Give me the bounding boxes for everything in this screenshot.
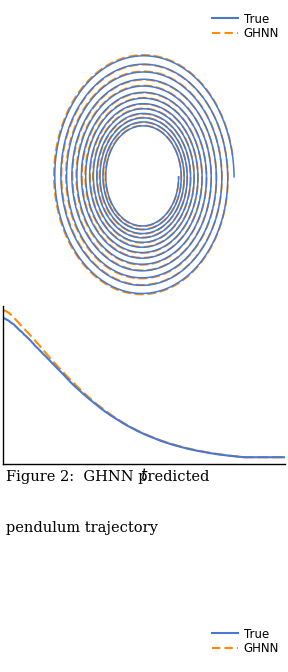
X-axis label: $t$: $t$	[140, 467, 148, 483]
Legend: True, GHNN: True, GHNN	[212, 628, 279, 655]
Legend: True, GHNN: True, GHNN	[212, 13, 279, 40]
Text: pendulum trajectory: pendulum trajectory	[6, 521, 158, 535]
Text: Figure 2:  GHNN predicted: Figure 2: GHNN predicted	[6, 470, 209, 485]
